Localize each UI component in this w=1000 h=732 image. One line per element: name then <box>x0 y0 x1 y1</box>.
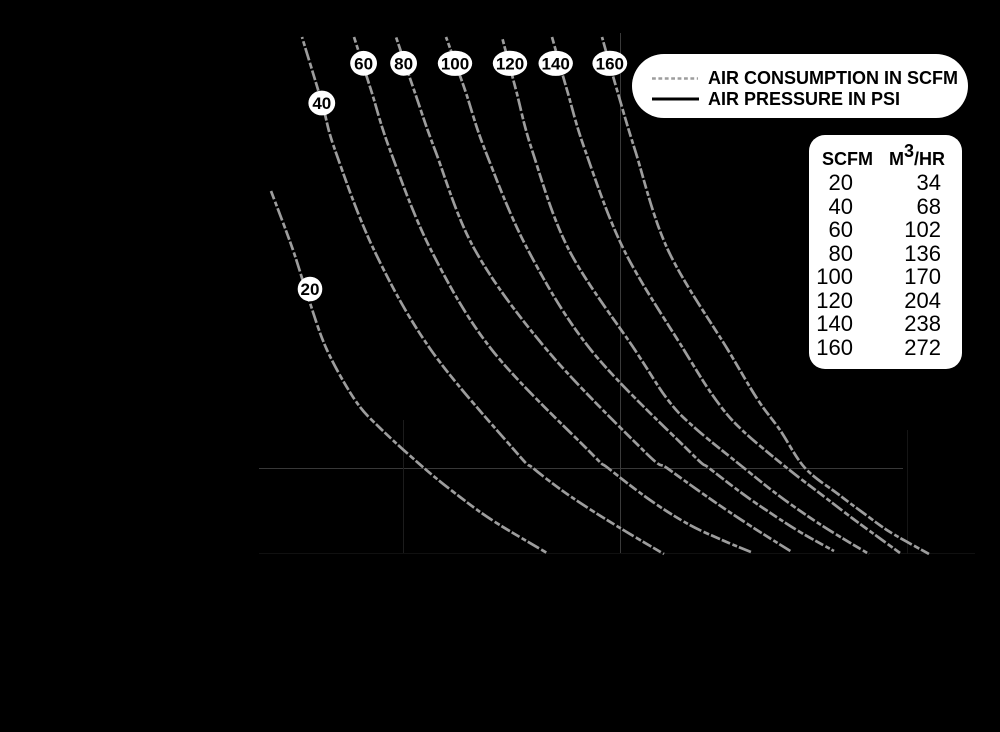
svg-text:120: 120 <box>496 54 524 73</box>
svg-text:140: 140 <box>542 54 570 73</box>
svg-text:80: 80 <box>394 54 413 73</box>
svg-text:20: 20 <box>301 280 320 299</box>
svg-text:160: 160 <box>596 54 624 73</box>
svg-text:40: 40 <box>312 94 331 113</box>
svg-text:100: 100 <box>441 54 469 73</box>
svg-text:60: 60 <box>354 54 373 73</box>
